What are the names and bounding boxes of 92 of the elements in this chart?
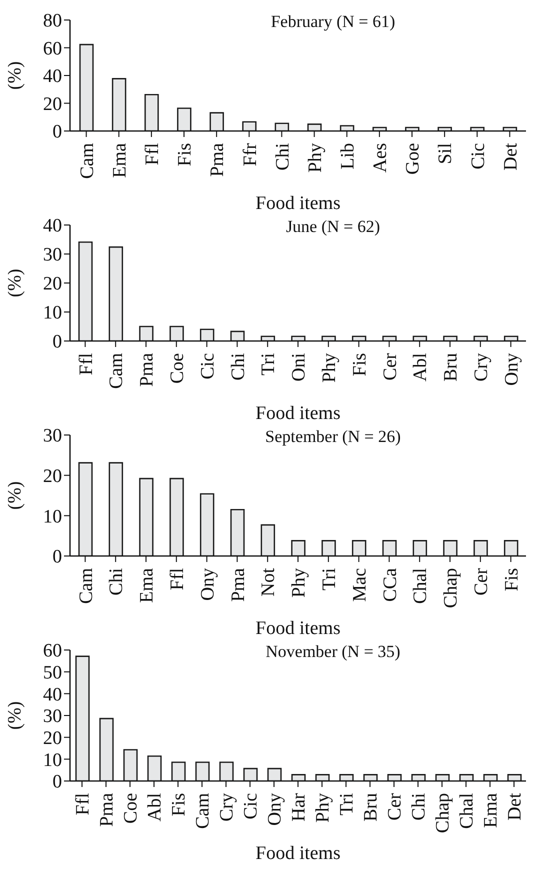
- y-tick-label: 30: [43, 426, 62, 447]
- x-tick-label: Lib: [338, 143, 359, 170]
- y-tick-label: 30: [43, 244, 62, 266]
- x-tick-label: Chi: [408, 793, 430, 820]
- x-tick-label: CCa: [380, 567, 401, 602]
- x-tick-label: Cic: [468, 143, 489, 170]
- y-tick-label: 20: [43, 728, 62, 750]
- x-tick-label: Cer: [380, 352, 401, 380]
- x-tick-label: Fis: [349, 353, 370, 376]
- x-tick-label: Cry: [471, 352, 492, 382]
- x-tick-label: Pma: [207, 142, 228, 177]
- x-tick-label: Pma: [96, 792, 118, 827]
- x-axis-title: Food items: [256, 403, 340, 424]
- x-tick-label: Tri: [258, 353, 280, 376]
- y-tick-label: 60: [43, 640, 62, 662]
- x-tick-label: Cam: [76, 568, 97, 604]
- x-tick-label: Bru: [440, 352, 462, 382]
- x-tick-label: Det: [504, 792, 526, 820]
- x-tick-label: Abl: [410, 353, 432, 382]
- x-tick-label: Tri: [319, 568, 340, 591]
- x-tick-label: Sil: [435, 143, 456, 164]
- x-tick-label: Coe: [120, 793, 142, 824]
- x-tick-label: Pma: [228, 567, 249, 602]
- x-axis-title: Food items: [256, 618, 340, 639]
- y-tick-label: 50: [43, 662, 62, 684]
- x-tick-label: Cic: [240, 793, 262, 820]
- y-tick-label: 40: [43, 66, 62, 88]
- x-tick-label: Ony: [197, 568, 218, 601]
- x-tick-label: Det: [500, 142, 522, 170]
- y-tick-label: 10: [43, 506, 62, 528]
- x-tick-label: Phy: [304, 142, 326, 173]
- x-tick-label: Oni: [288, 353, 310, 382]
- x-tick-label: Chi: [272, 143, 294, 170]
- y-tick-label: 20: [43, 94, 62, 115]
- x-tick-label: Ffl: [72, 793, 94, 816]
- x-tick-label: Pma: [136, 352, 158, 387]
- x-tick-label: Har: [288, 792, 310, 822]
- y-tick-label: 0: [52, 772, 62, 793]
- x-tick-label: Bru: [360, 792, 382, 822]
- x-tick-label: Cic: [197, 353, 218, 380]
- y-tick-label: 40: [43, 216, 62, 237]
- y-tick-label: 0: [52, 546, 62, 568]
- x-tick-label: Cry: [216, 792, 238, 822]
- x-tick-label: Ema: [136, 567, 158, 603]
- y-tick-label: 0: [52, 122, 62, 143]
- x-tick-label: Fis: [168, 793, 190, 816]
- x-tick-label: Phy: [288, 568, 310, 598]
- x-tick-label: Chi: [228, 353, 249, 380]
- x-tick-label: Cer: [471, 567, 492, 596]
- x-tick-label: Aes: [370, 143, 392, 173]
- x-axis-title: Food items: [256, 193, 340, 214]
- x-tick-label: Ffl: [76, 353, 97, 376]
- x-tick-label: Ony: [264, 792, 286, 826]
- x-tick-label: Chap: [440, 568, 462, 608]
- x-tick-label: Abl: [144, 793, 166, 822]
- x-tick-label: Cam: [106, 352, 128, 389]
- x-tick-label: Mac: [349, 568, 370, 602]
- x-tick-label: Coe: [167, 353, 188, 384]
- x-tick-label: Ffl: [167, 568, 188, 590]
- y-tick-label: 10: [43, 302, 62, 324]
- x-tick-label: Phy: [319, 352, 340, 383]
- chart-title: June (N = 62): [284, 217, 382, 237]
- y-tick-label: 40: [43, 684, 62, 706]
- x-axis-title: Food items: [256, 843, 340, 864]
- y-tick-label: 0: [52, 332, 62, 353]
- x-tick-label: Not: [258, 567, 280, 596]
- x-tick-label: Chi: [106, 568, 128, 596]
- y-tick-label: 80: [43, 10, 62, 32]
- x-tick-label: Cam: [76, 142, 98, 179]
- x-tick-label: Ema: [480, 792, 502, 828]
- y-tick-label: 30: [43, 706, 62, 728]
- x-tick-label: Chal: [410, 568, 432, 604]
- x-tick-label: Ony: [501, 352, 522, 386]
- x-tick-label: Ffr: [240, 142, 261, 166]
- x-tick-label: Cam: [192, 792, 214, 829]
- x-tick-label: Chap: [432, 793, 454, 834]
- x-tick-label: Phy: [312, 792, 334, 823]
- x-tick-label: Tri: [336, 793, 358, 816]
- chart-title: November (N = 35): [264, 642, 402, 662]
- y-tick-label: 20: [43, 466, 62, 488]
- x-tick-label: Fis: [174, 143, 196, 166]
- y-tick-label: 10: [43, 750, 62, 771]
- chart-title: February (N = 61): [270, 12, 396, 32]
- x-tick-label: Ffl: [142, 143, 164, 166]
- chart-title: September (N = 26): [264, 427, 402, 447]
- x-tick-label: Ema: [110, 142, 131, 178]
- x-tick-label: Cer: [384, 792, 406, 820]
- y-tick-label: 20: [43, 274, 62, 295]
- y-tick-label: 60: [43, 38, 62, 60]
- x-tick-label: Fis: [501, 568, 522, 592]
- x-tick-label: Chal: [456, 793, 478, 829]
- x-tick-label: Goe: [402, 143, 424, 175]
